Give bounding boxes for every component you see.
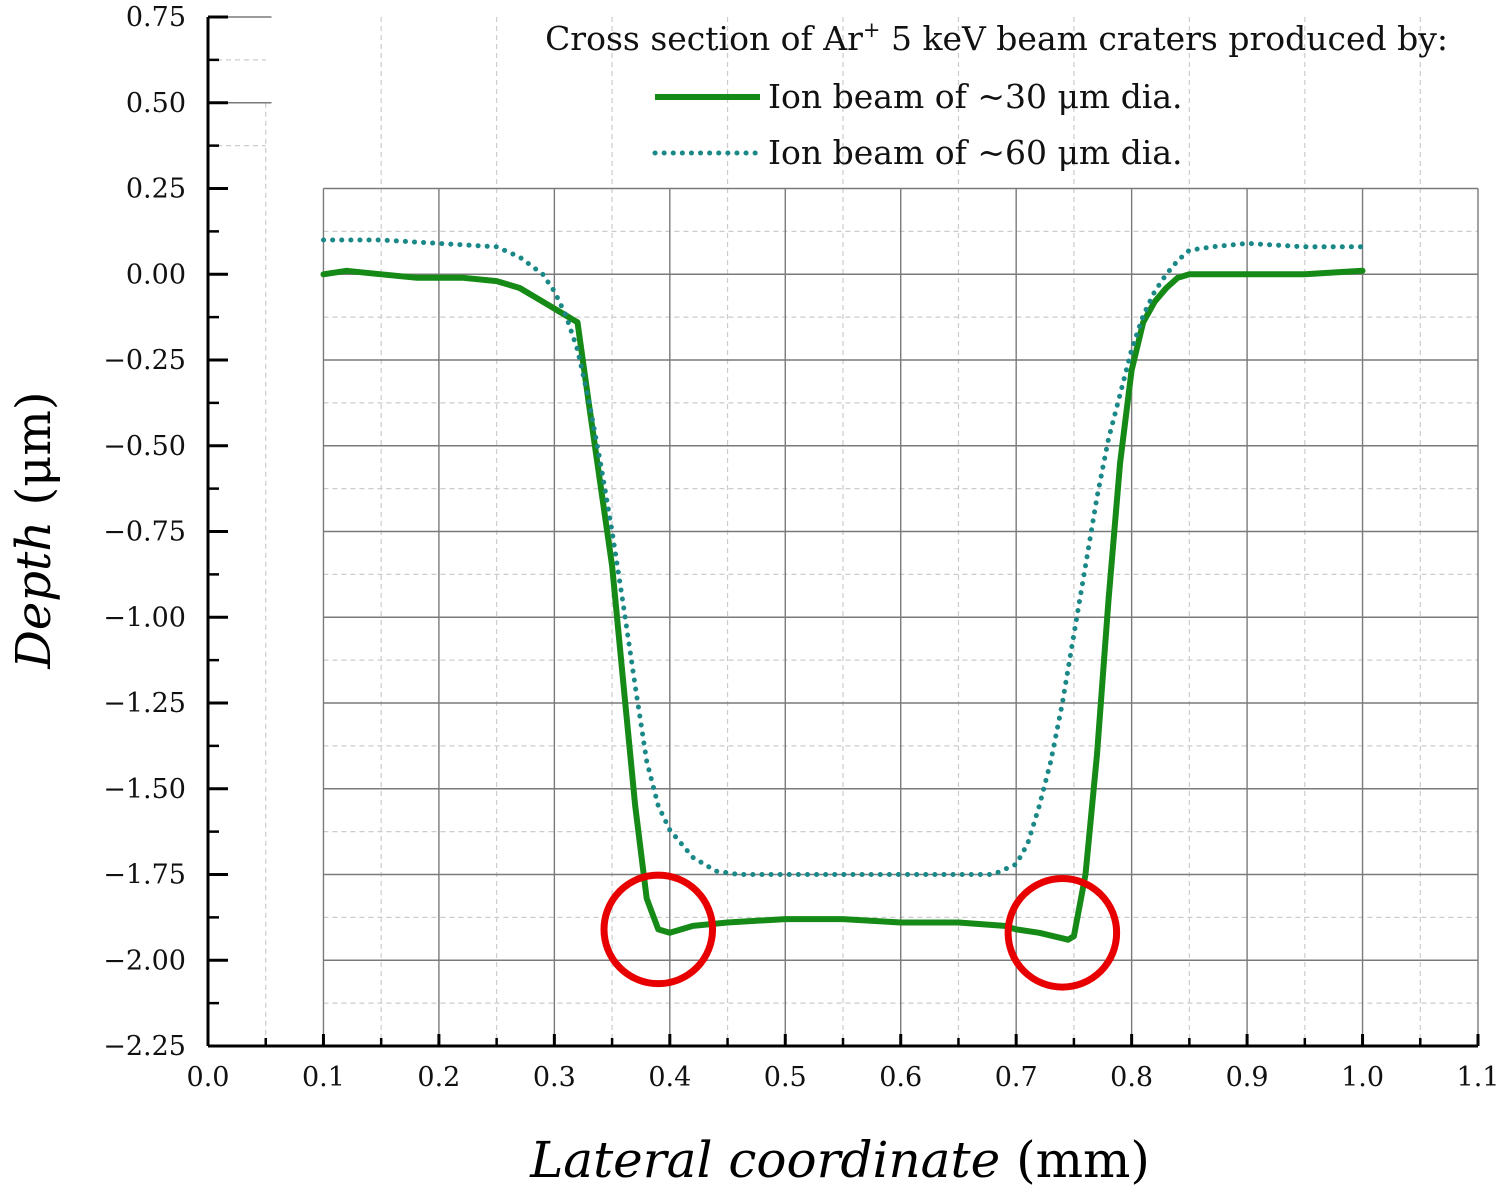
legend-header-prefix: Cross section of Ar [545, 19, 863, 58]
y-tick-label: −1.75 [103, 860, 186, 891]
x-tick-label: 0.6 [879, 1062, 922, 1093]
x-tick-label: 0.9 [1226, 1062, 1269, 1093]
y-tick-label: −0.25 [103, 345, 186, 376]
y-tick-label: −0.50 [103, 431, 186, 462]
x-tick-label: 0.0 [187, 1062, 230, 1093]
y-tick-label: 0.75 [126, 2, 186, 33]
legend-header-suffix: 5 keV beam craters produced by: [880, 19, 1448, 58]
x-tick-label: 0.3 [533, 1062, 576, 1093]
x-tick-label: 0.5 [764, 1062, 807, 1093]
annotation-layer [600, 871, 1121, 991]
legend-header: Cross section of Ar+ 5 keV beam craters … [545, 18, 1448, 58]
x-tick-label: 0.8 [1110, 1062, 1153, 1093]
y-axis-title: Depth (μm) [6, 391, 62, 669]
series-1-line [320, 267, 1366, 943]
legend-label-series-2: Ion beam of ~60 μm dia. [768, 133, 1183, 172]
y-tick-label: 0.00 [126, 259, 186, 290]
legend-label-series-1: Ion beam of ~30 μm dia. [768, 77, 1183, 116]
highlight-circle-1 [600, 871, 717, 988]
x-tick-label: 1.0 [1341, 1062, 1384, 1093]
x-axis-title-unit: (mm) [1016, 1131, 1150, 1189]
x-tick-label: 0.7 [995, 1062, 1038, 1093]
major-grid [208, 16, 1479, 1047]
x-axis-title-italic: Lateral coordinate [529, 1131, 1000, 1189]
y-tick-label: −1.25 [103, 688, 186, 719]
highlight-circle-2 [1004, 875, 1121, 991]
legend: Cross section of Ar+ 5 keV beam craters … [545, 18, 1448, 172]
x-tick-label: 1.1 [1457, 1062, 1500, 1093]
x-tick-label: 0.1 [302, 1062, 345, 1093]
x-axis-title: Lateral coordinate (mm) [529, 1131, 1150, 1189]
y-tick-label: −2.25 [103, 1031, 186, 1062]
x-tick-label: 0.2 [417, 1062, 460, 1093]
series-2-line [321, 237, 1365, 877]
y-tick-label: 0.50 [126, 88, 186, 119]
y-tick-label: −1.50 [103, 774, 186, 805]
y-axis-title-italic: Depth [6, 521, 62, 670]
x-tick-label: 0.4 [648, 1062, 691, 1093]
y-tick-label: −2.00 [103, 945, 186, 976]
legend-header-sup: + [863, 18, 881, 42]
axis-ticks: 0.0 0.1 0.2 0.3 0.4 0.5 0.6 0.7 0.8 0.9 1.0 1.1 0.75… [103, 2, 1499, 1093]
y-tick-label: 0.25 [126, 174, 186, 205]
y-axis-title-unit: (μm) [6, 391, 62, 505]
series-layer [320, 237, 1366, 943]
y-tick-label: −0.75 [103, 517, 186, 548]
y-tick-label: −1.00 [103, 602, 186, 633]
